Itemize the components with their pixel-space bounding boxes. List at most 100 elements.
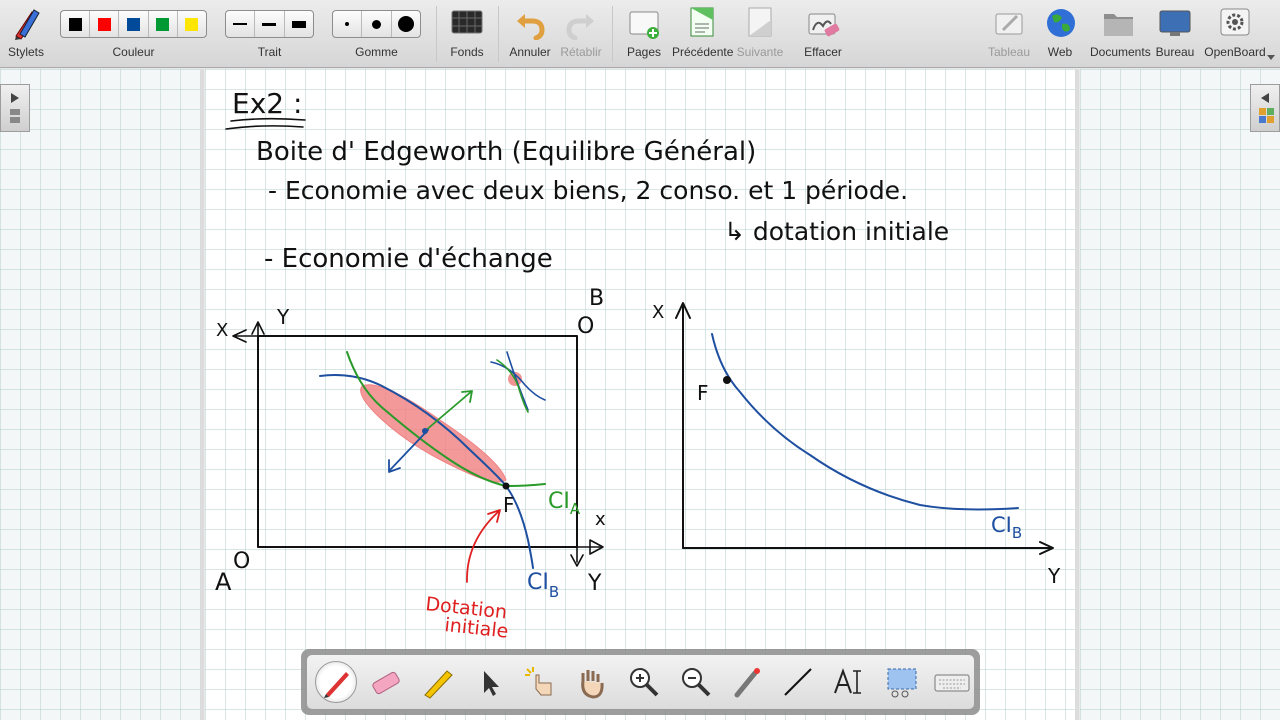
text-tool-button[interactable] xyxy=(829,661,871,703)
interact-tool-button[interactable] xyxy=(519,661,561,703)
background-grid-icon xyxy=(451,10,483,34)
board-page[interactable] xyxy=(205,69,1075,720)
stylets-button[interactable]: Stylets xyxy=(0,0,52,68)
redo-icon xyxy=(566,14,594,40)
left-panel-toggle[interactable] xyxy=(0,84,30,132)
stylets-label: Stylets xyxy=(7,45,44,59)
clear-button[interactable]: Effacer xyxy=(802,0,844,68)
line-width-selector xyxy=(225,10,314,38)
laser-pointer-icon xyxy=(734,668,760,698)
undo-button[interactable]: Annuler xyxy=(509,0,551,68)
documents-button[interactable]: Documents xyxy=(1090,0,1151,68)
eraser-large-button[interactable] xyxy=(392,11,420,37)
pen-tool-button[interactable] xyxy=(315,661,357,703)
gear-icon xyxy=(1220,8,1250,36)
pages-label: Pages xyxy=(626,45,662,59)
capture-tool-button[interactable] xyxy=(881,661,923,703)
highlighter-icon xyxy=(424,670,453,699)
next-page-button[interactable]: Suivante xyxy=(736,0,784,68)
stylets-icon xyxy=(15,9,40,40)
undo-icon xyxy=(517,14,545,40)
page-thumbnails-icon xyxy=(10,93,20,123)
chevron-down-icon[interactable] xyxy=(1266,54,1276,62)
eraser-icon xyxy=(372,671,400,695)
board-icon xyxy=(995,13,1023,35)
eraser-size-group: Gomme xyxy=(332,0,421,68)
folder-icon xyxy=(1104,14,1133,36)
pages-button[interactable]: Pages xyxy=(622,0,666,68)
color-red-button[interactable] xyxy=(90,11,120,37)
previous-page-button[interactable]: Précédente xyxy=(672,0,734,68)
documents-label: Documents xyxy=(1090,45,1151,59)
globe-icon xyxy=(1047,9,1075,37)
cursor-icon xyxy=(484,671,499,696)
zoom-in-button[interactable] xyxy=(623,661,665,703)
redo-button[interactable]: Rétablir xyxy=(560,0,602,68)
eraser-large-icon xyxy=(397,16,414,32)
page-edge-left xyxy=(200,69,204,720)
line-tool-button[interactable] xyxy=(777,661,819,703)
laser-pointer-button[interactable] xyxy=(727,661,769,703)
color-green-button[interactable] xyxy=(149,11,178,37)
web-button[interactable]: Web xyxy=(1040,0,1080,68)
trait-label: Trait xyxy=(257,45,282,59)
line-medium-button[interactable] xyxy=(255,11,285,37)
color-blue-button[interactable] xyxy=(119,11,149,37)
color-group: Couleur xyxy=(60,0,207,68)
couleur-label: Couleur xyxy=(112,45,155,59)
hand-tool-button[interactable] xyxy=(571,661,613,703)
precedente-label: Précédente xyxy=(672,45,734,59)
board-mode-button[interactable]: Tableau xyxy=(986,0,1032,68)
floating-toolbar-inner xyxy=(307,655,974,709)
capture-icon xyxy=(887,668,917,698)
library-icon xyxy=(1259,93,1274,123)
retablir-label: Rétablir xyxy=(560,45,602,59)
color-yellow-button[interactable] xyxy=(178,11,206,37)
openboard-label: OpenBoard xyxy=(1204,45,1266,59)
line-thin-icon xyxy=(233,23,248,25)
eraser-small-icon xyxy=(345,22,350,26)
color-swatch xyxy=(127,17,140,31)
select-tool-button[interactable] xyxy=(469,661,511,703)
keyboard-icon xyxy=(934,674,970,692)
color-swatch xyxy=(156,17,170,31)
annuler-label: Annuler xyxy=(509,45,551,59)
page-edge-right xyxy=(1075,69,1079,720)
eraser-size-selector xyxy=(332,10,421,38)
monitor-icon xyxy=(1159,10,1191,36)
add-page-icon xyxy=(629,11,659,39)
highlighter-tool-button[interactable] xyxy=(417,661,459,703)
line-thick-button[interactable] xyxy=(285,11,313,37)
fonds-label: Fonds xyxy=(450,45,484,59)
text-icon xyxy=(834,668,861,694)
zoom-out-button[interactable] xyxy=(675,661,717,703)
eraser-small-button[interactable] xyxy=(333,11,363,37)
zoom-in-icon xyxy=(630,668,659,697)
line-thick-icon xyxy=(291,20,306,28)
eraser-tool-button[interactable] xyxy=(365,661,407,703)
tableau-label: Tableau xyxy=(987,45,1031,59)
line-thin-button[interactable] xyxy=(226,11,256,37)
effacer-label: Effacer xyxy=(804,45,842,59)
eraser-medium-icon xyxy=(371,19,381,29)
virtual-keyboard-button[interactable] xyxy=(931,661,973,703)
bureau-label: Bureau xyxy=(1155,45,1195,59)
left-margin xyxy=(0,69,200,720)
line-width-group: Trait xyxy=(225,0,314,68)
line-medium-icon xyxy=(262,22,277,26)
next-page-icon xyxy=(748,7,772,37)
gomme-label: Gomme xyxy=(355,45,398,59)
openboard-menu-button[interactable]: OpenBoard xyxy=(1204,0,1266,68)
clear-page-icon xyxy=(808,13,840,37)
right-margin xyxy=(1080,69,1280,720)
zoom-out-icon xyxy=(682,668,711,697)
toolbar-separator xyxy=(612,6,613,62)
fonds-button[interactable]: Fonds xyxy=(446,0,488,68)
desktop-button[interactable]: Bureau xyxy=(1154,0,1196,68)
color-black-button[interactable] xyxy=(61,11,91,37)
line-icon xyxy=(784,668,812,696)
color-swatch xyxy=(185,17,199,31)
eraser-medium-button[interactable] xyxy=(362,11,392,37)
right-panel-toggle[interactable] xyxy=(1250,84,1280,132)
color-swatch xyxy=(68,17,82,31)
